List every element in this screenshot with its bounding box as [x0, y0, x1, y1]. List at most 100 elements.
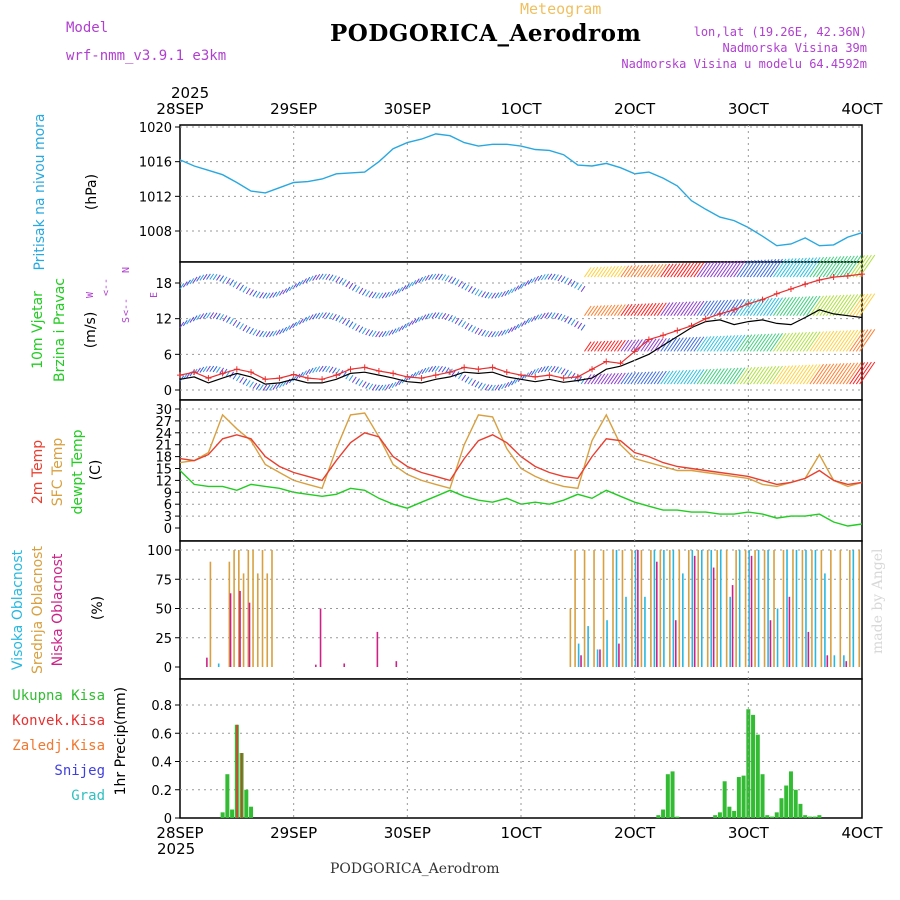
- cloud-bar: [238, 550, 240, 667]
- y-tick-label: 15: [155, 463, 172, 478]
- wind-speed-marker: [503, 369, 510, 376]
- wind-barb: [593, 266, 602, 278]
- wind-barb: [637, 303, 647, 316]
- wind-speed-marker: [446, 369, 453, 376]
- wind-barb: [703, 261, 715, 278]
- wind-barb: [249, 289, 254, 296]
- wind-barb: [782, 258, 797, 278]
- wind-axis-title-line2: Brzina i Pravac: [52, 278, 68, 382]
- wind-barb: [852, 254, 869, 278]
- cloud-bar: [233, 550, 235, 667]
- wind-barb: [839, 329, 855, 352]
- wind-barb: [351, 284, 357, 291]
- wind-barb: [700, 261, 712, 278]
- y-tick-label: 0: [164, 661, 172, 676]
- wind-barb: [567, 317, 573, 324]
- wind-barb: [424, 313, 430, 320]
- wind-barb: [312, 366, 317, 373]
- wind-barb: [839, 255, 855, 278]
- wind-barb: [647, 371, 657, 385]
- wind-speed-marker: [361, 364, 368, 371]
- precip-bar: [784, 785, 789, 818]
- x-tick-label-bottom: 4OCT: [842, 824, 884, 842]
- precip-bar: [661, 809, 666, 818]
- wind-barb: [269, 330, 274, 338]
- cloud-bar: [621, 550, 624, 667]
- wind-barb: [540, 312, 546, 319]
- wind-barb: [391, 289, 397, 296]
- wind-speed-marker: [560, 375, 567, 382]
- cloud-bar: [669, 550, 671, 667]
- precip-bar: [220, 812, 225, 818]
- cloud-bar: [209, 561, 212, 667]
- wind-barb: [328, 313, 334, 320]
- wind-barb: [428, 312, 433, 319]
- wind-barb: [806, 295, 821, 316]
- wind-barb: [796, 257, 811, 278]
- wind-barb: [640, 303, 650, 316]
- wind-barb: [560, 368, 566, 375]
- cloud-bar: [848, 550, 851, 667]
- wind-barb: [226, 277, 231, 285]
- wind-barb: [782, 332, 797, 352]
- wind-barb: [418, 369, 423, 376]
- wind-barb: [497, 383, 503, 391]
- wind-barb: [298, 279, 304, 286]
- wind-barb: [298, 318, 304, 325]
- wind-barb: [401, 285, 407, 292]
- temperature-axis-title: 2m Temp: [30, 440, 46, 504]
- precip-panel: 1hr Precip (mm) 0.8 0.6 0.4 0.2 0 Ukupna Kisa…: [12, 678, 863, 827]
- wind-barb: [819, 330, 835, 352]
- wind-barb: [617, 372, 626, 385]
- wind-barb: [826, 256, 842, 278]
- wind-barb: [206, 273, 211, 280]
- wind-barb: [686, 262, 698, 278]
- wind-barb: [414, 370, 420, 377]
- wind-barb: [683, 369, 695, 385]
- wind-barb: [729, 367, 742, 385]
- wind-barb: [676, 262, 688, 278]
- wind-barb: [212, 366, 218, 373]
- wind-barb: [749, 298, 763, 316]
- wind-barb: [537, 313, 543, 320]
- wind-barb: [706, 368, 718, 385]
- wind-barb: [355, 286, 360, 293]
- wind-barb: [222, 315, 228, 322]
- cloud-bar: [807, 631, 810, 667]
- wind-barb: [739, 367, 753, 385]
- wind-barb: [239, 376, 244, 384]
- wind-barb: [786, 296, 801, 316]
- wind-barb: [567, 279, 573, 286]
- wind-barb: [285, 286, 291, 293]
- pressure-axis-title: Pritisak na nivou mora: [32, 113, 48, 270]
- wind-barb: [322, 365, 327, 372]
- wind-barb: [534, 367, 539, 375]
- x-tick-label-top: 4OCT: [842, 100, 884, 118]
- wind-barb: [676, 301, 688, 316]
- cloud-bar: [682, 573, 684, 667]
- wind-barb: [597, 266, 606, 278]
- cloud-bar: [814, 550, 817, 667]
- wind-barb: [746, 334, 760, 352]
- wind-speed-marker: [333, 372, 340, 379]
- wind-barb: [388, 329, 394, 336]
- wind-barbs: [179, 254, 876, 391]
- wind-barb: [531, 369, 536, 376]
- cloud-bar: [674, 620, 677, 667]
- cloud-bar: [700, 550, 703, 667]
- wind-barb: [600, 266, 609, 278]
- wind-barb: [458, 372, 463, 380]
- y-tick-label: 6: [164, 498, 172, 513]
- wind-barb: [816, 363, 831, 385]
- cloud-bar: [748, 550, 750, 667]
- cloud-bar: [763, 550, 766, 667]
- wind-barb: [670, 370, 681, 385]
- wind-barb: [365, 382, 370, 389]
- wind-barb: [471, 379, 477, 386]
- wind-barb: [196, 367, 201, 374]
- wind-barb: [451, 277, 457, 284]
- pressure-unit-label: (hPa): [84, 174, 100, 210]
- wind-barb: [345, 319, 351, 326]
- x-tick-label-top: 30SEP: [384, 100, 431, 118]
- wind-barb: [806, 364, 821, 385]
